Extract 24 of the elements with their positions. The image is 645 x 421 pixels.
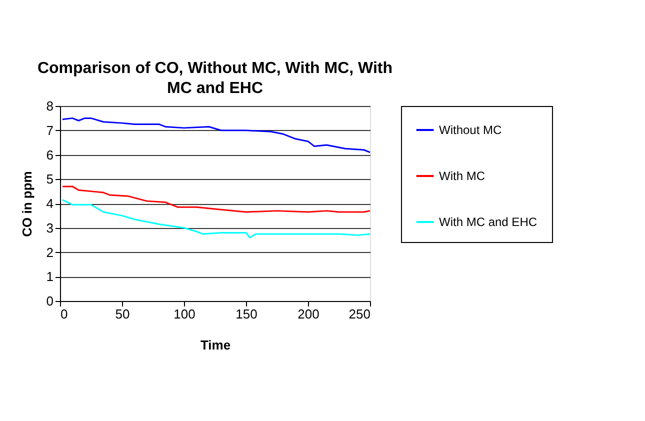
- y-tick-label: 3: [46, 220, 54, 236]
- x-tick-label: 100: [174, 306, 196, 322]
- y-tick-label: 5: [46, 172, 54, 187]
- y-tick-label: 4: [46, 196, 54, 211]
- y-tick-label: 2: [46, 244, 54, 260]
- x-axis-title: Time: [200, 338, 231, 352]
- chart-title: Comparison of CO, Without MC, With MC, With MC and EHC: [37, 60, 393, 97]
- y-tick-label: 8: [46, 98, 54, 114]
- legend-label: Without MC: [439, 123, 502, 137]
- x-tick-label: 150: [236, 306, 258, 322]
- y-tick-label: 1: [46, 269, 54, 284]
- y-tick-label: 7: [46, 122, 54, 138]
- x-tick-label: 250: [348, 306, 370, 322]
- x-tick-label: 50: [115, 306, 130, 322]
- line-series: [62, 117, 371, 154]
- legend-label: With MC: [439, 169, 486, 183]
- line-series: [62, 186, 371, 213]
- x-tick-label: 200: [298, 306, 320, 322]
- line-series: [62, 199, 371, 238]
- y-tick-label: 6: [46, 147, 54, 162]
- x-tick-label: 0: [60, 306, 68, 322]
- y-tick-label: 0: [46, 294, 54, 308]
- legend-label: With MC and EHC: [439, 215, 538, 229]
- y-axis-title: CO in ppm: [19, 171, 34, 237]
